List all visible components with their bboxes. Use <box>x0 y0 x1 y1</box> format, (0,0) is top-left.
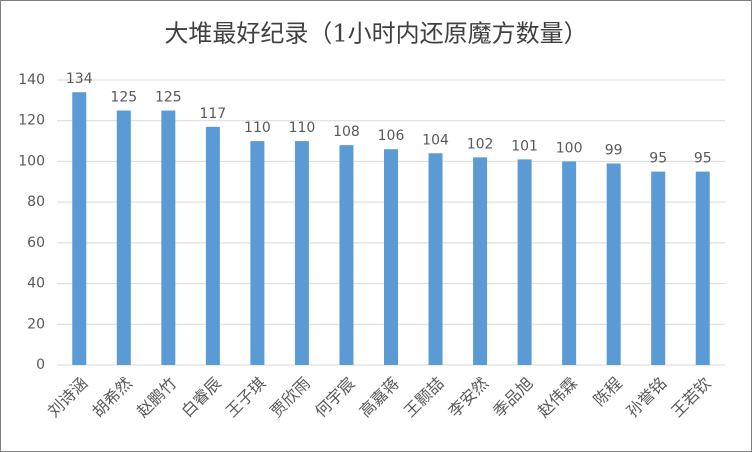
y-tick-label: 140 <box>18 72 45 88</box>
data-label: 104 <box>422 132 449 148</box>
y-tick-label: 0 <box>36 357 45 373</box>
bar <box>651 171 666 365</box>
data-label: 106 <box>378 128 405 144</box>
data-label: 95 <box>694 151 712 167</box>
data-label: 99 <box>605 142 623 158</box>
data-label: 110 <box>244 120 271 136</box>
bar <box>205 126 220 365</box>
y-tick-label: 40 <box>27 276 45 292</box>
data-label: 95 <box>649 151 667 167</box>
data-label: 117 <box>199 106 226 122</box>
data-label: 110 <box>289 120 316 136</box>
data-label: 102 <box>467 136 494 152</box>
bar <box>606 163 621 365</box>
data-label: 101 <box>511 138 538 154</box>
bar <box>250 141 265 365</box>
chart-title: 大堆最好纪录（1小时内还原魔方数量） <box>164 20 587 48</box>
bar <box>384 149 398 365</box>
bar <box>116 110 131 366</box>
bar <box>294 141 309 365</box>
y-tick-label: 120 <box>18 113 45 129</box>
y-tick-label: 100 <box>18 153 45 169</box>
bar <box>72 92 87 365</box>
bar <box>695 171 710 365</box>
y-tick-label: 80 <box>27 194 45 210</box>
y-tick-label: 60 <box>27 235 45 251</box>
bar <box>562 161 577 365</box>
data-label: 125 <box>110 90 137 106</box>
bar <box>161 110 176 366</box>
bar <box>428 153 443 365</box>
y-tick-label: 20 <box>27 316 45 332</box>
data-label: 134 <box>66 71 93 87</box>
data-label: 125 <box>155 90 182 106</box>
bar <box>473 157 488 365</box>
bar <box>517 159 532 365</box>
bar <box>339 145 354 365</box>
data-label: 108 <box>333 124 360 140</box>
data-label: 100 <box>556 140 583 156</box>
